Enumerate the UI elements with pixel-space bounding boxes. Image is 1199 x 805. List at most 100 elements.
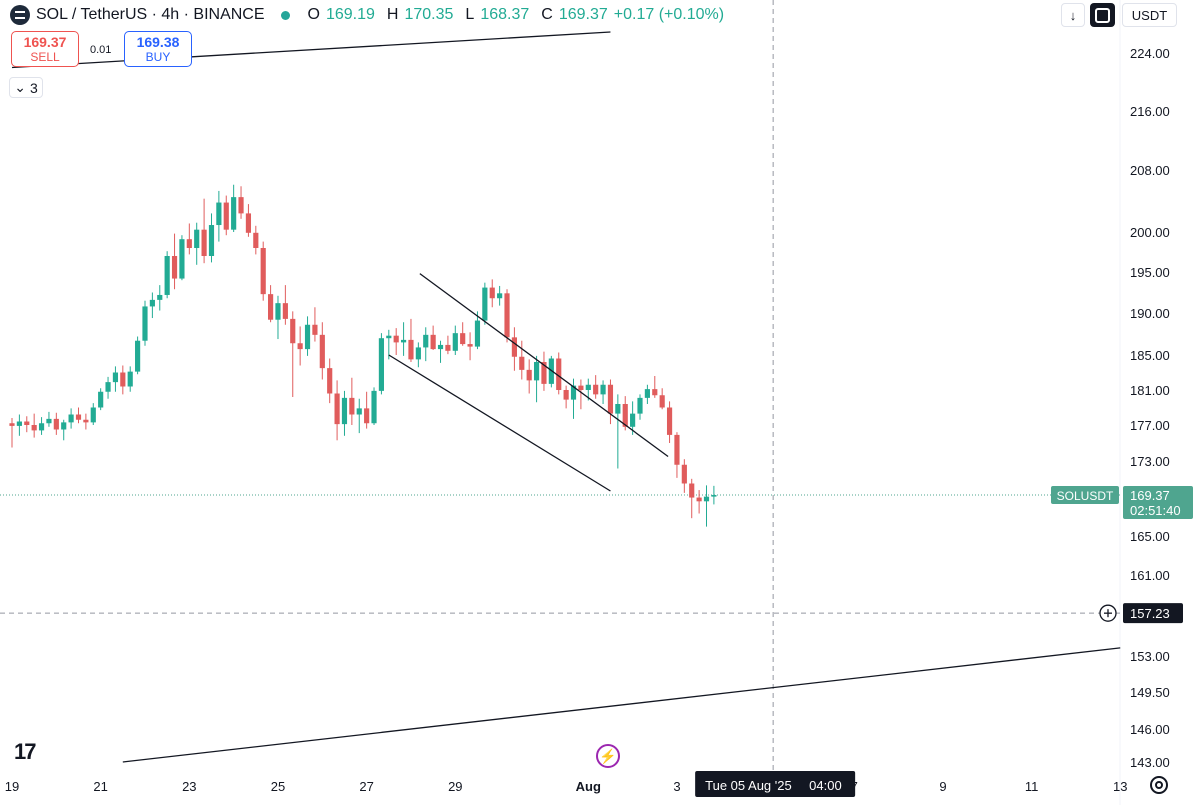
candle-body	[231, 197, 237, 230]
candle-body	[61, 422, 67, 430]
candle-body	[541, 362, 547, 384]
candle-body	[38, 423, 45, 431]
sell-button[interactable]: 169.37 SELL	[11, 31, 79, 67]
candle-body	[304, 324, 311, 350]
date-tick-label: 19	[5, 779, 19, 794]
fullscreen-button[interactable]	[1090, 3, 1115, 27]
candle-body	[53, 418, 59, 430]
candle-body	[474, 320, 481, 347]
price-tick-label: 165.00	[1130, 529, 1170, 544]
candle-body	[112, 372, 119, 383]
indicators-toggle-button[interactable]: ⌄ 3	[9, 77, 43, 98]
indicator-count: 3	[29, 79, 38, 96]
candle-body	[423, 334, 429, 348]
candle-body	[319, 334, 325, 369]
buy-button[interactable]: 169.38 BUY	[124, 31, 192, 67]
candle-body	[526, 369, 532, 381]
candle-body	[282, 303, 288, 319]
candle-body	[312, 324, 318, 335]
trendline	[122, 647, 1121, 763]
candle-body	[105, 382, 111, 392]
symbol-title[interactable]: SOL / TetherUS · 4h · BINANCE	[36, 6, 265, 23]
sell-price: 169.37	[23, 34, 67, 50]
price-tick-label: 153.00	[1130, 649, 1170, 664]
download-button[interactable]: ↓	[1061, 3, 1085, 27]
candle-body	[674, 434, 680, 465]
candle-body	[334, 393, 340, 425]
price-tick-label: 181.00	[1130, 383, 1170, 398]
candle-body	[75, 414, 82, 420]
candle-body	[149, 299, 155, 307]
candle-body	[135, 340, 141, 372]
candle-body	[415, 347, 421, 360]
candle-body	[533, 362, 540, 381]
candle-body	[223, 202, 229, 230]
sell-label: SELL	[30, 50, 60, 64]
candle-body	[31, 425, 37, 431]
candle-body	[622, 404, 628, 427]
low-label: L	[465, 6, 475, 23]
candle-body	[90, 407, 96, 423]
price-tick-label: 173.00	[1130, 454, 1170, 469]
candle-body	[489, 287, 495, 299]
lightning-icon[interactable]: ⚡	[596, 744, 620, 768]
price-tick-label: 177.00	[1130, 418, 1170, 433]
gear-icon[interactable]	[1150, 776, 1168, 794]
spread-value: 0.01	[90, 44, 112, 56]
candle-body	[666, 407, 673, 435]
candle-body	[68, 414, 74, 423]
candle-body	[578, 385, 584, 390]
date-tick-label: Aug	[576, 779, 601, 794]
candle-body	[437, 344, 444, 350]
candle-body	[290, 318, 296, 344]
high-label: H	[386, 6, 399, 23]
price-tick-label: 224.00	[1130, 46, 1170, 61]
candle-body	[378, 338, 385, 391]
price-tick-label: 200.00	[1130, 225, 1170, 240]
candle-body	[607, 384, 614, 414]
date-tick-label: 3	[673, 779, 680, 794]
crosshair-date-tag	[695, 771, 856, 797]
candle-body	[186, 239, 192, 248]
tradingview-logo-icon[interactable]: 17	[14, 739, 37, 764]
price-tick-label: 216.00	[1130, 104, 1170, 119]
currency-select[interactable]: USDT	[1122, 3, 1177, 27]
candle-body	[585, 384, 591, 390]
arrow-down-icon: ↓	[1069, 7, 1077, 23]
candle-body	[467, 344, 473, 347]
date-tick-label: 29	[448, 779, 462, 794]
price-tick-label: 143.00	[1130, 755, 1170, 770]
candle-body	[157, 294, 163, 300]
crosshair-date-label: Tue 05 Aug '25	[705, 778, 792, 793]
low-value: 168.37	[480, 6, 530, 23]
symbol-tag	[1051, 486, 1119, 505]
candle-body	[711, 495, 717, 497]
price-tick-label: 185.00	[1130, 348, 1170, 363]
candle-body	[364, 408, 370, 424]
candle-body	[253, 232, 259, 248]
candle-body	[400, 339, 407, 343]
market-status-icon	[280, 10, 290, 20]
candle-body	[600, 384, 606, 395]
candle-body	[349, 397, 355, 415]
candle-body	[504, 293, 510, 338]
candle-body	[652, 389, 658, 396]
high-value: 170.35	[404, 6, 454, 23]
candle-body	[120, 372, 126, 387]
candle-body	[703, 496, 710, 502]
open-value: 169.19	[325, 6, 375, 23]
chevron-down-icon: ⌄	[14, 79, 26, 95]
candle-body	[24, 421, 30, 425]
candle-body	[245, 213, 252, 233]
price-tick-label: 161.00	[1130, 568, 1170, 583]
date-tick-label: 23	[182, 779, 196, 794]
crosshair-time-label: 04:00	[809, 778, 842, 793]
candle-body	[98, 391, 104, 408]
candle-body	[659, 395, 665, 408]
buy-label: BUY	[145, 50, 171, 64]
price-tick-label: 190.00	[1130, 306, 1170, 321]
candle-body	[142, 306, 148, 341]
candle-body	[268, 294, 274, 320]
